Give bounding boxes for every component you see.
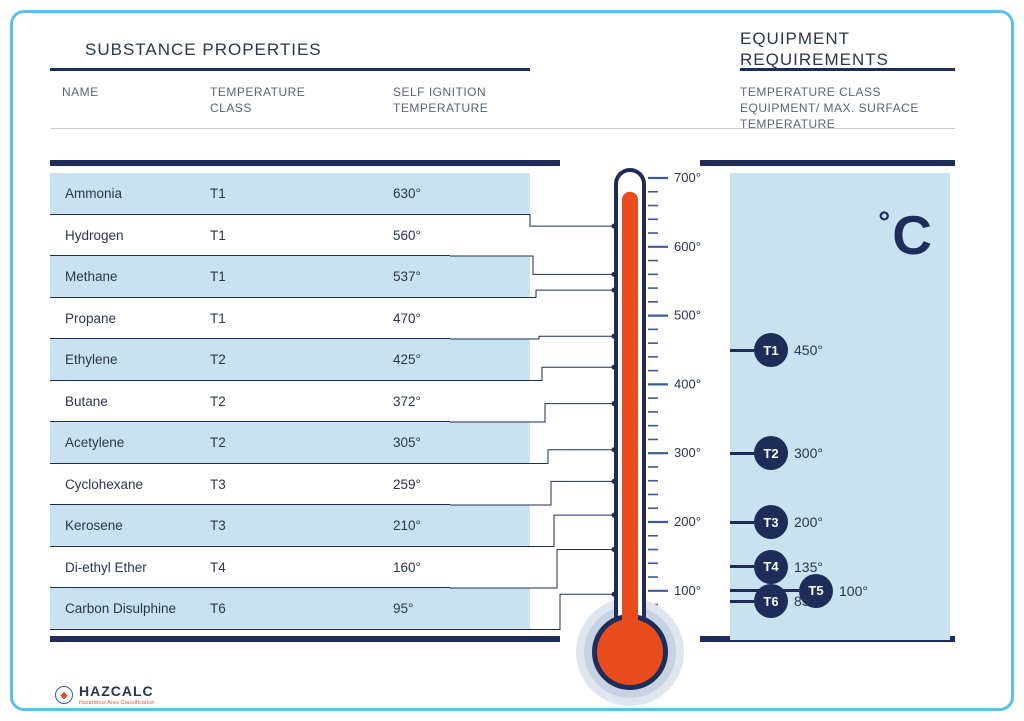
substance-tclass: T2 [210, 435, 330, 450]
title-equipment-requirements: EQUIPMENT REQUIREMENTS [740, 28, 889, 71]
col-header-name: NAME [62, 84, 99, 100]
substance-name: Butane [65, 394, 195, 409]
table-row: Kerosene T3 210° [50, 505, 530, 547]
equipment-class-code: T1 [754, 333, 788, 367]
equipment-class-code: T6 [754, 584, 788, 618]
substance-tclass: T4 [210, 560, 330, 575]
substance-temp: 425° [393, 352, 493, 367]
substance-tclass: T2 [210, 394, 330, 409]
table-row: Acetylene T2 305° [50, 422, 530, 464]
substance-temp: 160° [393, 560, 493, 575]
equipment-class-temp: 135° [794, 559, 823, 575]
substance-name: Hydrogen [65, 228, 195, 243]
equipment-class-badge: T2 300° [730, 436, 823, 470]
substance-name: Cyclohexane [65, 477, 195, 492]
substance-temp: 305° [393, 435, 493, 450]
table-row: Cyclohexane T3 259° [50, 464, 530, 506]
substance-name: Carbon Disulphine [65, 601, 195, 616]
equipment-class-badge: T1 450° [730, 333, 823, 367]
col-header-equip: TEMPERATURE CLASS EQUIPMENT/ MAX. SURFAC… [740, 84, 919, 133]
substance-temp: 630° [393, 186, 493, 201]
equipment-class-temp: 200° [794, 514, 823, 530]
substance-name: Methane [65, 269, 195, 284]
equipment-class-badge: T6 85° [730, 584, 815, 618]
logo-mark: ◆ [51, 682, 76, 707]
thick-bar-top [50, 160, 955, 166]
substance-name: Kerosene [65, 518, 195, 533]
col-header-tclass: TEMPERATURE CLASS [210, 84, 305, 116]
equipment-class-temp: 100° [839, 583, 868, 599]
logo: ◆ HAZCALC Hazardous Area Classification [55, 683, 154, 706]
equipment-class-temp: 450° [794, 342, 823, 358]
table-row: Methane T1 537° [50, 256, 530, 298]
substance-table: Ammonia T1 630° Hydrogen T1 560° Methane T1 537°… [50, 173, 530, 630]
col-header-selfign: SELF IGNITION TEMPERATURE [393, 84, 488, 116]
substance-temp: 537° [393, 269, 493, 284]
equipment-panel: °C T1450°T2300°T3200°T4135°T5100°T685° [730, 173, 950, 640]
celsius-label: °C [878, 203, 932, 267]
equipment-class-badge: T3 200° [730, 505, 823, 539]
table-row: Ammonia T1 630° [50, 173, 530, 215]
logo-text: HAZCALC [79, 683, 154, 699]
colhead-underline [50, 128, 955, 129]
substance-tclass: T1 [210, 311, 330, 326]
substance-temp: 470° [393, 311, 493, 326]
substance-name: Ethylene [65, 352, 195, 367]
substance-tclass: T2 [210, 352, 330, 367]
substance-tclass: T1 [210, 228, 330, 243]
header-rule-left [50, 68, 530, 71]
substance-name: Acetylene [65, 435, 195, 450]
substance-tclass: T1 [210, 269, 330, 284]
table-row: Di-ethyl Ether T4 160° [50, 547, 530, 589]
equipment-class-code: T2 [754, 436, 788, 470]
substance-tclass: T6 [210, 601, 330, 616]
equipment-class-temp: 85° [794, 593, 815, 609]
substance-temp: 372° [393, 394, 493, 409]
table-row: Ethylene T2 425° [50, 339, 530, 381]
title-substance-properties: SUBSTANCE PROPERTIES [85, 40, 322, 60]
table-row: Butane T2 372° [50, 381, 530, 423]
substance-name: Propane [65, 311, 195, 326]
substance-tclass: T3 [210, 477, 330, 492]
header-rule-right [740, 68, 955, 71]
table-row: Carbon Disulphine T6 95° [50, 588, 530, 630]
substance-name: Ammonia [65, 186, 195, 201]
substance-tclass: T1 [210, 186, 330, 201]
substance-temp: 210° [393, 518, 493, 533]
substance-temp: 560° [393, 228, 493, 243]
table-row: Propane T1 470° [50, 298, 530, 340]
substance-tclass: T3 [210, 518, 330, 533]
table-row: Hydrogen T1 560° [50, 215, 530, 257]
equipment-class-temp: 300° [794, 445, 823, 461]
substance-name: Di-ethyl Ether [65, 560, 195, 575]
substance-temp: 259° [393, 477, 493, 492]
equipment-class-code: T3 [754, 505, 788, 539]
logo-subtext: Hazardous Area Classification [79, 700, 154, 706]
substance-temp: 95° [393, 601, 493, 616]
